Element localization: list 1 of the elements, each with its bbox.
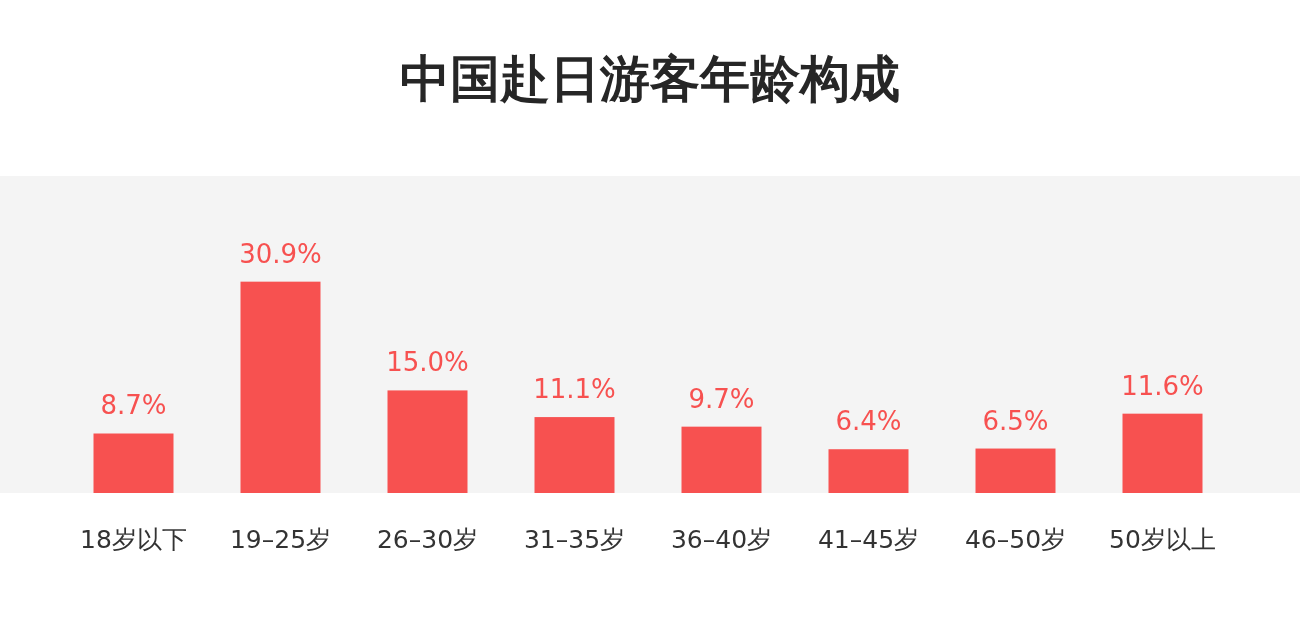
title: 中国赴日游客年龄构成	[400, 50, 900, 108]
